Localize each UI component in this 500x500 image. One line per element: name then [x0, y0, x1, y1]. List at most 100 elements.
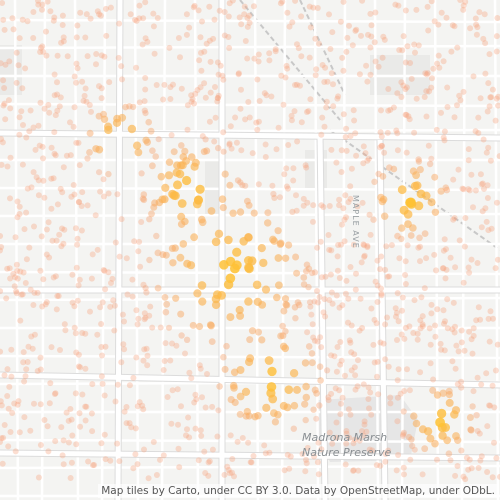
heat-point: [487, 157, 494, 164]
heat-point: [52, 273, 59, 280]
heat-point: [347, 264, 354, 270]
heat-point: [150, 439, 157, 445]
heat-point: [295, 45, 302, 52]
heat-point: [191, 100, 197, 107]
heat-point: [48, 344, 55, 351]
heat-point: [451, 114, 458, 121]
heat-point: [396, 255, 403, 262]
heat-point: [302, 393, 310, 402]
heat-point: [214, 95, 221, 102]
heat-point: [368, 411, 375, 418]
heat-point: [359, 0, 366, 4]
heat-point: [92, 212, 99, 219]
heat-point: [283, 183, 290, 190]
heat-point: [53, 237, 60, 244]
heat-point: [340, 205, 347, 212]
heat-point: [353, 270, 359, 277]
heat-point: [250, 209, 258, 217]
heat-point: [490, 315, 496, 322]
heat-point: [218, 195, 227, 203]
heat-point: [136, 238, 143, 245]
heat-point: [469, 403, 476, 410]
heat-point: [235, 305, 244, 315]
heat-point: [364, 78, 371, 85]
heat-point: [270, 237, 279, 245]
heat-point: [220, 148, 227, 155]
heat-point: [134, 403, 141, 410]
heat-point: [417, 369, 424, 376]
heat-point: [284, 9, 291, 16]
heat-point: [114, 381, 121, 388]
map-attribution[interactable]: Map tiles by Carto, under CC BY 3.0. Dat…: [98, 484, 498, 498]
heat-point: [314, 459, 321, 466]
heat-point: [448, 48, 455, 55]
heat-point: [367, 44, 374, 51]
minor-street: [13, 0, 20, 500]
heat-point: [460, 2, 467, 9]
heat-point: [416, 234, 423, 242]
heat-point: [386, 273, 393, 280]
heat-point: [398, 224, 406, 232]
heat-point: [37, 366, 44, 373]
heat-point: [193, 289, 202, 298]
heat-point: [46, 109, 53, 116]
heat-point: [0, 136, 5, 142]
heat-point: [423, 88, 430, 95]
heat-point: [282, 328, 289, 335]
heat-point: [242, 182, 249, 189]
heat-point: [40, 48, 47, 55]
heat-point: [324, 78, 331, 85]
heat-point: [30, 9, 37, 15]
heat-point: [351, 351, 358, 358]
heat-point: [121, 318, 127, 325]
heat-point: [485, 227, 492, 234]
heat-point: [131, 238, 138, 245]
heat-point: [168, 420, 175, 427]
heat-point: [233, 139, 240, 146]
heat-point: [353, 152, 360, 159]
heat-point: [209, 403, 216, 410]
heat-point: [188, 98, 195, 105]
heat-point: [36, 142, 43, 149]
heat-point: [0, 77, 7, 84]
heat-point: [171, 191, 180, 201]
heat-point: [30, 169, 37, 176]
heat-point: [93, 61, 99, 68]
heat-point: [343, 428, 350, 434]
heat-point: [94, 246, 101, 253]
heat-point: [246, 114, 253, 121]
heat-point: [79, 330, 86, 336]
heat-point: [473, 31, 480, 38]
heat-point: [175, 421, 181, 428]
heat-point: [307, 96, 314, 103]
heat-point: [358, 32, 364, 39]
heat-point: [42, 301, 49, 308]
heat-point: [443, 186, 451, 194]
major-road: [0, 372, 500, 388]
heat-point: [348, 322, 355, 329]
heat-point: [1, 85, 8, 91]
heat-point: [20, 359, 27, 366]
heat-point: [431, 208, 440, 216]
heat-point: [324, 367, 331, 374]
heat-point: [439, 265, 446, 272]
heat-point: [244, 297, 253, 306]
heat-point: [409, 224, 417, 232]
heat-point: [392, 1, 399, 8]
heat-point: [426, 88, 433, 95]
heat-point: [402, 272, 409, 278]
heat-point: [144, 38, 151, 45]
heat-point: [25, 343, 32, 350]
heat-point: [422, 70, 429, 77]
heat-point: [154, 284, 162, 292]
heat-point: [403, 149, 410, 156]
heat-point: [98, 440, 105, 447]
heat-point: [146, 312, 153, 319]
heat-point: [303, 164, 310, 171]
heat-point: [56, 103, 63, 110]
heat-point: [411, 446, 418, 453]
heat-point: [494, 341, 500, 348]
heat-point: [300, 281, 308, 288]
heat-point: [0, 102, 7, 109]
